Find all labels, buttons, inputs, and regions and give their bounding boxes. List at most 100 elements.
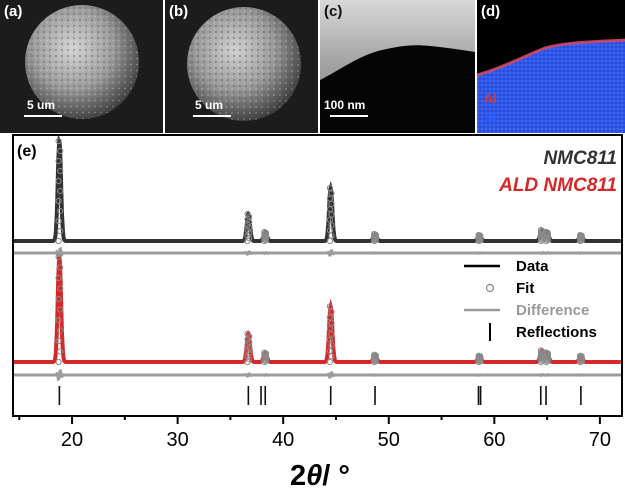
legend-entry-reflections: Reflections	[489, 323, 597, 341]
x-axis-label: 2θ/ °	[290, 460, 350, 492]
panel-label-b: (b)	[169, 3, 189, 20]
data-point	[57, 285, 64, 292]
data-point	[328, 222, 335, 229]
data-point	[537, 226, 545, 234]
data-point	[326, 184, 333, 192]
data-point	[326, 227, 333, 234]
panel-label-c: (c)	[324, 3, 343, 20]
data-point	[371, 230, 378, 238]
data-point	[328, 353, 335, 360]
data-point	[55, 274, 62, 282]
data-point	[326, 206, 333, 213]
series-label-nmc811: NMC811	[543, 148, 617, 169]
x-axis: 20 30 40 50 60 70	[18, 416, 611, 451]
data-point	[261, 228, 268, 236]
data-point	[57, 327, 64, 334]
data-point	[577, 352, 584, 359]
legend: Data Fit Difference Reflections	[464, 258, 597, 341]
panel-label-d: (d)	[481, 3, 501, 20]
legend-label: Data	[516, 258, 549, 275]
data-point	[55, 337, 62, 345]
data-point	[475, 231, 482, 239]
scale-label-b: 5 um	[195, 98, 224, 112]
legend-label: Reflections	[516, 324, 597, 341]
data-point	[328, 342, 335, 349]
data-point	[543, 349, 550, 356]
plot-frame	[12, 134, 623, 417]
scale-bar-c	[330, 115, 368, 117]
data-point	[55, 358, 62, 366]
data-point	[326, 358, 333, 366]
legend-entry-fit: Fit	[485, 280, 534, 297]
scale-bar-b	[193, 115, 231, 117]
data-point	[57, 264, 64, 271]
scale-label-c: 100 nm	[324, 98, 366, 112]
scale-bar-a	[24, 115, 62, 117]
eds-map-image	[477, 38, 625, 133]
scale-label-a: 5 um	[27, 98, 56, 112]
map-legend-ni: Ni	[484, 110, 497, 125]
data-point	[328, 308, 335, 315]
x-tick-label: 30	[167, 429, 189, 451]
panel-d-eds-map: (d) Al Ni	[477, 0, 625, 133]
panel-label-a: (a)	[4, 3, 23, 20]
series-1	[14, 253, 621, 382]
data-point	[328, 190, 335, 197]
legend-circle-marker	[485, 283, 495, 293]
data-point	[55, 197, 62, 205]
reflection-ticks	[58, 386, 582, 405]
data-point	[57, 207, 64, 215]
series-layer	[14, 134, 621, 382]
x-tick-label: 50	[378, 429, 400, 451]
panel-c-tem: (c) 100 nm	[320, 0, 475, 133]
panel-a-sem: (a) 5 um	[0, 0, 163, 133]
data-point	[55, 137, 62, 145]
data-point	[543, 228, 550, 236]
data-point	[57, 147, 64, 155]
data-point	[244, 210, 251, 218]
data-point	[55, 177, 62, 185]
data-point	[326, 303, 333, 310]
data-point	[328, 331, 335, 338]
data-point	[57, 306, 64, 313]
difference-curve	[14, 246, 621, 260]
data-point	[326, 336, 333, 343]
data-point	[57, 348, 64, 355]
data-point	[328, 200, 335, 208]
particle-image-a	[25, 5, 139, 119]
data-point	[328, 232, 335, 239]
map-legend-al: Al	[484, 91, 497, 106]
data-point	[371, 351, 378, 358]
particle-image-b	[187, 7, 301, 121]
series-label-ald-nmc811: ALD NMC811	[498, 175, 617, 196]
panel-label-e: (e)	[17, 143, 37, 160]
data-point	[57, 187, 64, 195]
data-point	[326, 195, 333, 202]
legend-entry-data: Data	[464, 258, 549, 275]
data-point	[326, 347, 333, 354]
panel-b-sem: (b) 5 um	[165, 0, 318, 133]
legend-label: Difference	[516, 302, 589, 319]
data-point	[475, 352, 482, 359]
data-point	[55, 295, 62, 303]
x-tick-label: 70	[589, 429, 611, 451]
x-tick-label: 20	[61, 429, 83, 451]
data-point	[261, 349, 268, 356]
data-point	[55, 217, 62, 225]
data-point	[55, 237, 62, 245]
data-point	[326, 237, 333, 245]
data-point	[537, 347, 545, 354]
x-tick-label: 40	[272, 429, 294, 451]
data-point	[326, 216, 333, 223]
data-point	[55, 253, 62, 261]
data-point	[326, 325, 333, 332]
difference-curve	[14, 368, 621, 382]
legend-entry-difference: Difference	[464, 302, 589, 319]
x-tick-label: 60	[483, 429, 505, 451]
series-0	[14, 134, 621, 260]
tem-image-c	[320, 0, 475, 133]
data-point	[328, 211, 335, 218]
data-point	[55, 157, 62, 165]
data-curve	[14, 134, 621, 243]
xrd-chart: 20 30 40 50 60 70 (e) NMC811 ALD NMC811 Data F…	[12, 134, 623, 492]
